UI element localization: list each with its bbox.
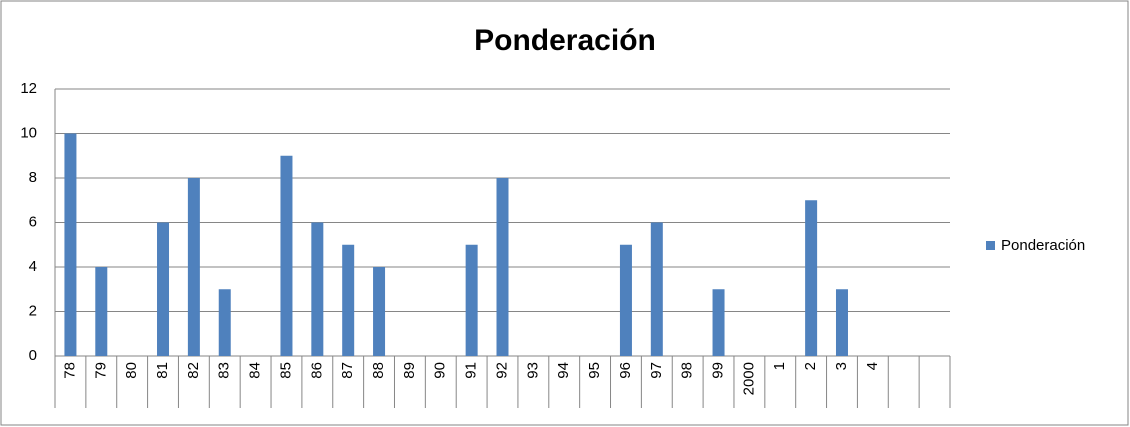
- y-tick-label: 10: [20, 124, 37, 141]
- x-tick-label: 83: [216, 362, 233, 379]
- bar: [218, 289, 231, 356]
- y-tick-label: 4: [29, 258, 37, 275]
- x-tick-label: 84: [247, 362, 264, 379]
- x-tick-label: 95: [586, 362, 603, 379]
- bar: [712, 289, 725, 356]
- x-tick-label: 80: [123, 362, 140, 379]
- x-tick-label: 94: [555, 362, 572, 379]
- x-tick-label: 98: [679, 362, 696, 379]
- x-tick-label: 92: [493, 362, 510, 379]
- bar: [64, 133, 77, 356]
- y-tick-label: 6: [29, 213, 37, 230]
- bar: [496, 178, 509, 356]
- y-tick-label: 12: [20, 80, 37, 97]
- x-tick-label: 81: [154, 362, 171, 379]
- bar: [465, 244, 478, 356]
- bar: [280, 155, 293, 356]
- chart-title: Ponderación: [474, 24, 656, 57]
- bar: [619, 244, 632, 356]
- x-tick-label: 4: [864, 362, 881, 370]
- bar: [311, 222, 324, 356]
- x-tick-label: 82: [185, 362, 202, 379]
- x-tick-label: 1: [771, 362, 788, 370]
- x-tick-label: 3: [833, 362, 850, 370]
- x-tick-label: 96: [617, 362, 634, 379]
- bar: [650, 222, 663, 356]
- legend-swatch: [986, 241, 995, 250]
- x-tick-label: 2: [802, 362, 819, 370]
- x-tick-label: 79: [92, 362, 109, 379]
- bar: [95, 267, 108, 356]
- y-tick-label: 2: [29, 302, 37, 319]
- x-tick-label: 87: [339, 362, 356, 379]
- x-tick-label: 78: [61, 362, 78, 379]
- legend-label: Ponderación: [1001, 237, 1085, 254]
- x-tick-label: 97: [648, 362, 665, 379]
- x-tick-label: 90: [432, 362, 449, 379]
- bar: [805, 200, 818, 356]
- x-tick-label: 2000: [740, 362, 757, 395]
- x-tick-label: 85: [277, 362, 294, 379]
- x-tick-label: 91: [463, 362, 480, 379]
- bar: [373, 267, 386, 356]
- x-tick-label: 88: [370, 362, 387, 379]
- bar: [342, 244, 355, 356]
- x-tick-label: 86: [308, 362, 325, 379]
- x-tick-label: 89: [401, 362, 418, 379]
- x-tick-label: 99: [710, 362, 727, 379]
- x-tick-label: 93: [524, 362, 541, 379]
- bar: [187, 178, 200, 356]
- bar: [835, 289, 848, 356]
- y-tick-label: 0: [29, 347, 37, 364]
- y-tick-label: 8: [29, 169, 37, 186]
- bar: [157, 222, 170, 356]
